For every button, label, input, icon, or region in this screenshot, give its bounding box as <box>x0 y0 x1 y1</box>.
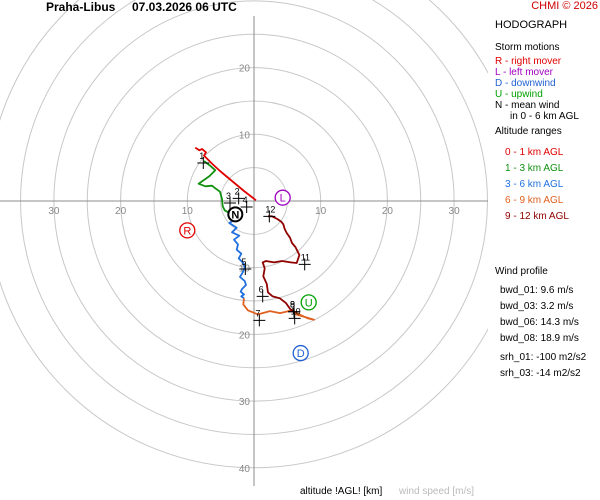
storm-marker-label: N <box>231 209 239 221</box>
y-tick-label: 20 <box>239 64 251 75</box>
wind-profile-shear: bwd_01: 9.6 m/s bwd_03: 3.2 m/s bwd_06: … <box>500 283 579 347</box>
x-tick-label: 20 <box>382 206 394 217</box>
wind-speed-unit-label: wind speed [m/s] <box>399 486 475 497</box>
chmi-credit: CHMI © 2026 <box>531 0 598 12</box>
height-marker-cross <box>288 312 301 325</box>
storm-marker-label: L <box>280 193 286 205</box>
x-tick-label: 30 <box>48 206 60 217</box>
hodograph-title: HODOGRAPH <box>495 19 568 31</box>
wind-profile-bwd-03: bwd_03: 3.2 m/s <box>500 301 574 312</box>
wind-profile-helicity: srh_01: -100 m2/s2 srh_03: -14 m2/s2 <box>500 350 586 382</box>
height-marker-label: 5 <box>241 257 246 267</box>
legend-item-0-1km: 0 - 1 km AGL <box>505 147 564 158</box>
height-marker-label: 6 <box>259 284 264 294</box>
legend-item-mean-wind-layer: in 0 - 6 km AGL <box>510 111 579 122</box>
y-tick-label: 10 <box>239 130 251 141</box>
height-marker-cross <box>298 258 311 271</box>
storm-motions-title: Storm motions <box>495 42 560 53</box>
wind-profile-bwd-06: bwd_06: 14.3 m/s <box>500 317 579 328</box>
hodograph-trace <box>194 146 315 321</box>
hodograph-segment-0 <box>194 146 257 202</box>
height-marker-label: 1 <box>199 151 204 161</box>
altitude-ranges-title: Altitude ranges <box>495 126 562 137</box>
hodograph-segment-3 <box>242 298 315 321</box>
height-marker-label: 8 <box>290 300 295 310</box>
x-tick-label: 10 <box>315 206 327 217</box>
legend-storm-motions: R - right mover L - left mover D - downw… <box>495 56 579 122</box>
storm-marker-circle <box>227 206 244 223</box>
height-marker-cross <box>240 201 253 214</box>
legend-item-upwind: U - upwind <box>495 89 543 100</box>
legend-item-right-mover: R - right mover <box>495 56 562 67</box>
height-marker-label: 3 <box>226 191 231 201</box>
x-tick-label: 30 <box>449 206 461 217</box>
storm-marker-circle <box>179 222 196 239</box>
valid-datetime: 07.03.2026 06 UTC <box>132 0 237 14</box>
storm-marker-circle <box>300 294 317 311</box>
legend-altitude-ranges: 0 - 1 km AGL 1 - 3 km AGL 3 - 6 km AGL 6… <box>505 145 569 225</box>
height-marker-cross <box>223 197 236 210</box>
wind-profile-bwd-01: bwd_01: 9.6 m/s <box>500 285 574 296</box>
hodograph-segment-2 <box>228 213 247 300</box>
axis-tick-labels: 30 20 10 10 20 30 20 10 10 20 30 40 <box>48 64 460 475</box>
height-marker-cross <box>288 305 301 318</box>
storm-motion-markers: R L D U N <box>179 189 317 362</box>
height-marker-cross <box>197 156 210 169</box>
legend-item-3-6km: 3 - 6 km AGL <box>505 179 564 190</box>
x-tick-label: 20 <box>115 206 127 217</box>
legend-item-9-12km: 9 - 12 km AGL <box>505 211 569 222</box>
storm-marker-circle <box>274 189 291 206</box>
height-marker-cross <box>263 210 276 223</box>
hodograph-segment-4 <box>261 215 301 313</box>
legend-item-mean-wind: N - mean wind <box>495 100 560 111</box>
wind-profile-srh-01: srh_01: -100 m2/s2 <box>500 352 587 363</box>
x-tick-label: 10 <box>182 206 194 217</box>
height-marker-cross <box>253 314 266 327</box>
wind-profile-bwd-08: bwd_08: 18.9 m/s <box>500 333 579 344</box>
height-marker-cross <box>256 290 269 303</box>
y-tick-label: 30 <box>239 397 251 408</box>
station-name: Praha-Libus <box>46 0 116 14</box>
y-tick-label: 20 <box>239 330 251 341</box>
height-marker-label: 10 <box>291 306 301 316</box>
storm-marker-label: R <box>183 225 191 237</box>
height-marker-label: 4 <box>243 195 248 205</box>
legend-item-6-9km: 6 - 9 km AGL <box>505 195 564 206</box>
altitude-unit-label: altitude !AGL! [km] <box>300 486 383 497</box>
wind-profile-srh-03: srh_03: -14 m2/s2 <box>500 368 581 379</box>
storm-marker-label: D <box>297 348 305 360</box>
wind-profile-title: Wind profile <box>495 266 548 277</box>
height-marker-label: 11 <box>301 252 310 262</box>
y-tick-label: 40 <box>239 464 251 475</box>
height-marker-label: 9 <box>290 300 295 310</box>
legend-item-downwind: D - downwind <box>495 78 556 89</box>
legend-item-1-3km: 1 - 3 km AGL <box>505 163 564 174</box>
hodograph-segment-1 <box>197 160 232 215</box>
range-rings <box>0 0 488 469</box>
height-marker-label: 7 <box>255 308 260 318</box>
legend-item-left-mover: L - left mover <box>495 67 553 78</box>
height-marker-cross <box>232 192 245 205</box>
axes <box>0 16 488 486</box>
storm-marker-label: U <box>305 297 313 309</box>
storm-marker-circle <box>292 344 309 362</box>
height-marker-label: 2 <box>235 186 240 196</box>
height-marker-label: 12 <box>265 204 275 214</box>
height-marker-cross <box>239 263 252 276</box>
